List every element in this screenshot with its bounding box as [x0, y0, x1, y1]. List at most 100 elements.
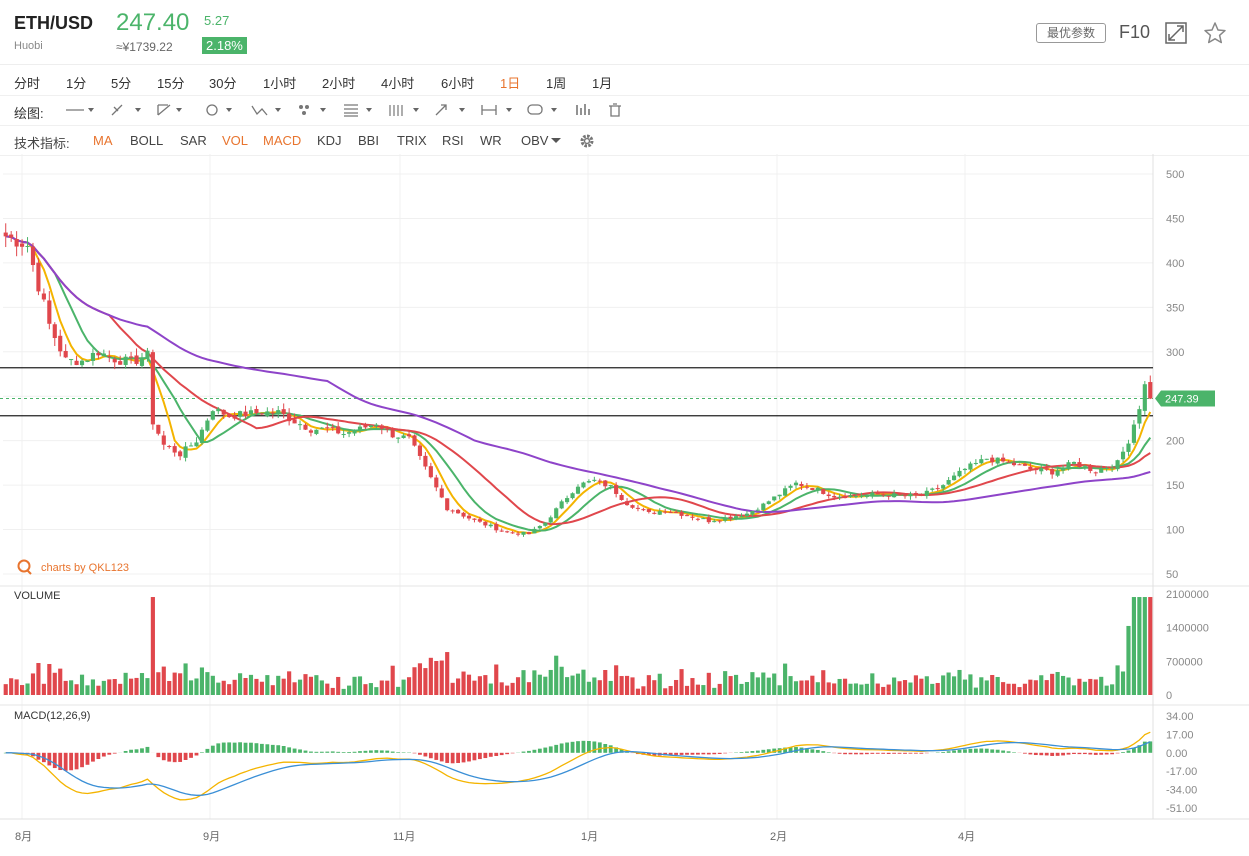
volume-bar — [1011, 683, 1017, 695]
indicator-rsi[interactable]: RSI — [442, 133, 464, 148]
macd-histogram — [914, 752, 918, 754]
candle-body — [172, 446, 177, 453]
indicator-bar: 技术指标: MA BOLL SAR VOL MACD KDJ BBI TRIX … — [0, 125, 1249, 156]
volume-bar — [1061, 675, 1066, 695]
macd-histogram — [815, 749, 820, 753]
volume-bar — [799, 680, 804, 695]
macd-histogram — [314, 751, 319, 753]
indicator-ma[interactable]: MA — [93, 133, 113, 148]
macd-panel — [3, 731, 1153, 801]
indicator-obv[interactable]: OBV — [521, 133, 549, 148]
gann-tool-icon[interactable] — [389, 105, 419, 116]
best-params-button[interactable]: 最优参数 — [1036, 23, 1107, 43]
candle-body — [935, 488, 940, 490]
macd-tick-label: -17.00 — [1166, 766, 1197, 778]
macd-histogram — [368, 750, 373, 753]
macd-histogram — [908, 752, 913, 754]
ma-line — [5, 235, 1151, 526]
volume-bar — [837, 678, 842, 695]
candle-body — [815, 487, 820, 491]
exchange-name: Huobi — [14, 40, 43, 52]
macd-histogram — [1093, 752, 1098, 755]
volume-bar — [161, 666, 166, 695]
indicator-bbi[interactable]: BBI — [358, 133, 379, 148]
timeframe-tab[interactable]: 4小时 — [381, 76, 415, 91]
indicator-wr[interactable]: WR — [480, 133, 502, 148]
macd-histogram — [270, 744, 275, 753]
arrow-tool-icon[interactable] — [435, 104, 465, 116]
volume-bar — [848, 683, 853, 695]
fullscreen-icon[interactable] — [1164, 21, 1188, 45]
timeframe-tab[interactable]: 15分 — [157, 76, 185, 91]
volume-bar — [695, 684, 700, 695]
candle-body — [101, 353, 106, 357]
indicator-trix[interactable]: TRIX — [397, 133, 427, 148]
fibonacci-tool-icon[interactable] — [344, 104, 372, 117]
volume-bar — [276, 675, 281, 695]
candle-body — [14, 238, 19, 247]
candle-body — [30, 246, 36, 266]
candle-body — [951, 475, 957, 481]
time-tick-label: 2月 — [770, 831, 787, 843]
timeframe-tab[interactable]: 2小时 — [322, 76, 356, 91]
volume-bar — [248, 674, 254, 695]
candle-body — [733, 516, 739, 520]
timeframe-tab[interactable]: 5分 — [111, 76, 132, 91]
timeframe-tab[interactable]: 1小时 — [263, 76, 297, 91]
candle-body — [744, 513, 750, 517]
timeframe-tab[interactable]: 6小时 — [441, 76, 475, 91]
star-icon[interactable] — [1203, 21, 1227, 45]
macd-histogram — [456, 752, 461, 764]
circle-tool-icon[interactable] — [206, 104, 232, 116]
f10-button[interactable]: F10 — [1119, 22, 1151, 42]
macd-histogram — [685, 752, 689, 755]
volume-bar — [1131, 597, 1136, 695]
ray-tool-icon[interactable] — [111, 104, 141, 116]
candle-body — [58, 335, 63, 352]
measure-tool-icon[interactable] — [481, 105, 512, 115]
candle-body — [434, 477, 439, 488]
candle-body — [1120, 451, 1126, 460]
candle-body — [401, 435, 406, 439]
volume-bar — [150, 597, 155, 695]
macd-histogram — [221, 742, 226, 753]
timeframe-tab-active[interactable]: 1日 — [500, 76, 521, 91]
gear-icon[interactable] — [578, 132, 596, 150]
timeframe-tab[interactable]: 分时 — [14, 76, 41, 91]
timeframe-tab[interactable]: 1月 — [592, 76, 613, 91]
candle-body — [1028, 466, 1033, 470]
candle-body — [575, 486, 581, 494]
timeframe-tab[interactable]: 1周 — [546, 76, 567, 91]
price-chart[interactable]: 5004504003503002502001501005021000001400… — [0, 154, 1249, 856]
candle-body — [139, 358, 145, 366]
indicator-sar[interactable]: SAR — [180, 133, 207, 148]
macd-histogram — [690, 752, 695, 755]
volume-bar — [494, 664, 499, 695]
comment-tool-icon[interactable] — [527, 104, 557, 115]
macd-histogram — [1082, 752, 1087, 755]
line-tool-icon[interactable] — [66, 108, 94, 112]
volume-tick-label: 0 — [1166, 690, 1172, 702]
volume-bar — [674, 679, 679, 695]
volume-bar — [657, 673, 662, 695]
pattern-tool-icon[interactable] — [299, 105, 326, 115]
wave-tool-icon[interactable] — [251, 105, 281, 116]
timeframe-tab[interactable]: 30分 — [209, 76, 237, 91]
candle-body — [902, 495, 908, 497]
macd-histogram — [1044, 752, 1049, 756]
chart-type-icon[interactable] — [576, 104, 590, 115]
indicator-boll[interactable]: BOLL — [130, 133, 164, 148]
candle-body — [1011, 462, 1017, 466]
macd-histogram — [941, 751, 946, 753]
volume-bar — [946, 672, 951, 695]
macd-tick-label: -51.00 — [1166, 803, 1197, 815]
timeframe-tab[interactable]: 1分 — [66, 76, 87, 91]
candle-body — [930, 488, 935, 490]
indicator-macd[interactable]: MACD — [263, 133, 302, 148]
indicator-vol[interactable]: VOL — [222, 133, 249, 148]
trash-icon[interactable] — [609, 103, 621, 117]
chevron-down-icon[interactable] — [551, 137, 561, 145]
channel-tool-icon[interactable] — [157, 104, 182, 116]
volume-bar — [1044, 680, 1049, 695]
indicator-kdj[interactable]: KDJ — [317, 133, 342, 148]
